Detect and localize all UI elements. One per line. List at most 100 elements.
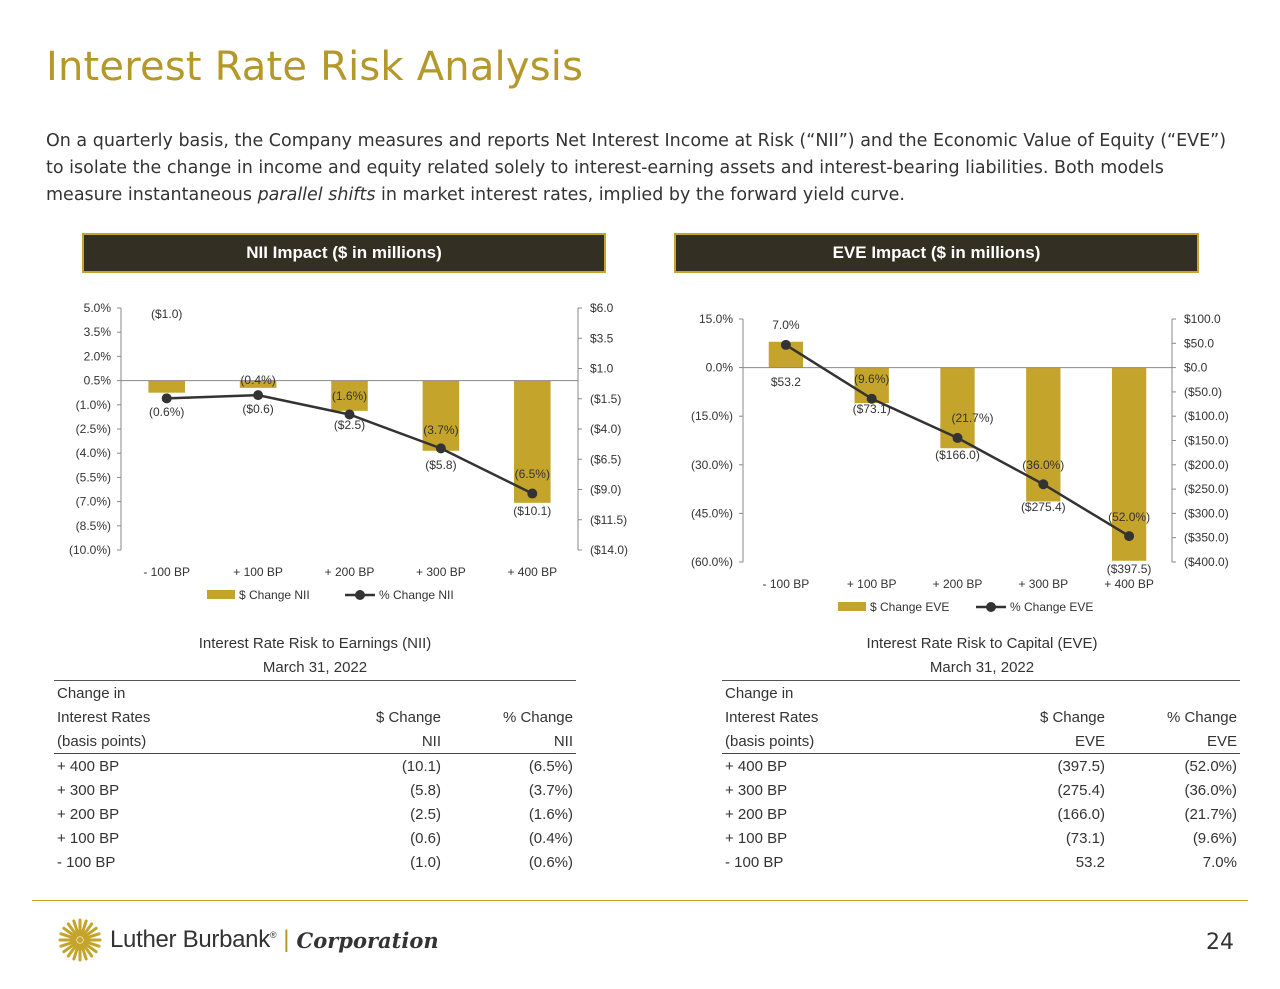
nii-header-row: Interest Rates $ Change % Change: [54, 705, 576, 729]
nii-pct-point: [435, 443, 446, 454]
eve-header-cell: Interest Rates: [725, 708, 819, 726]
nii-legend-line-marker: [355, 590, 365, 600]
nii-legend-bar-swatch: [207, 590, 235, 599]
nii-table-cell: - 100 BP: [57, 853, 116, 871]
nii-header-cell: % Change: [502, 708, 573, 726]
nii-pct-label: (0.4%): [240, 373, 275, 387]
eve-left-tick-label: 0.0%: [706, 361, 734, 375]
logo-separator: |: [283, 926, 290, 953]
eve-table-cell: + 400 BP: [725, 757, 788, 775]
nii-left-tick-label: 0.5%: [84, 374, 112, 388]
eve-pct-point: [952, 432, 963, 443]
eve-header-cell: $ Change: [1039, 708, 1105, 726]
eve-right-tick-label: ($100.0): [1184, 409, 1229, 423]
nii-category-label: + 200 BP: [325, 565, 375, 579]
eve-bar-label: $53.2: [771, 375, 801, 389]
eve-pct-point: [1124, 531, 1135, 542]
nii-legend-bar-label: $ Change NII: [239, 588, 310, 602]
eve-header-cell: [1108, 680, 1240, 705]
nii-left-tick-label: (7.0%): [76, 495, 111, 509]
eve-table-cell: (36.0%): [1184, 781, 1237, 799]
eve-header-row: Change in: [722, 680, 1240, 705]
sunburst-icon: [58, 918, 102, 962]
eve-table-cell: 53.2: [1075, 853, 1105, 871]
nii-right-tick-label: $1.0: [590, 362, 614, 376]
eve-right-tick-label: ($250.0): [1184, 482, 1229, 496]
nii-table-row: + 400 BP (10.1) (6.5%): [54, 754, 576, 779]
company-logo: Luther Burbank® | Corporation: [58, 918, 439, 962]
nii-header-cell: NII: [444, 729, 576, 754]
nii-header-row: (basis points) NII NII: [54, 729, 576, 754]
eve-banner: EVE Impact ($ in millions): [674, 233, 1199, 273]
eve-table-cell: + 300 BP: [725, 781, 788, 799]
footer-rule: [32, 900, 1248, 901]
nii-legend-line-label: % Change NII: [379, 588, 454, 602]
nii-header-cell: Interest Rates: [57, 708, 151, 726]
eve-right-tick-label: ($350.0): [1184, 531, 1229, 545]
eve-bar-label: ($397.5): [1107, 562, 1152, 576]
eve-left-tick-label: 15.0%: [699, 312, 733, 326]
page-number: 24: [1206, 930, 1234, 955]
eve-table-cell: 7.0%: [1202, 853, 1237, 871]
nii-bar-label: ($2.5): [334, 418, 365, 432]
nii-chart: 5.0% 3.5% 2.0% 0.5% (1.0%) (2.5%) (4.0%) (5.5%)…: [69, 301, 628, 602]
eve-category-label: + 400 BP: [1104, 577, 1154, 591]
nii-bar: [331, 380, 368, 411]
intro-text-2: in market interest rates, implied by the…: [375, 185, 905, 205]
nii-header-cell: [284, 680, 444, 705]
nii-table-cell: + 300 BP: [57, 781, 120, 799]
logo-name-text: Luther Burbank: [110, 926, 270, 953]
nii-table-title: Interest Rate Risk to Earnings (NII): [198, 635, 432, 652]
intro-emphasis: parallel shifts: [257, 185, 376, 205]
nii-table-cell: + 200 BP: [57, 805, 120, 823]
eve-header-cell: EVE: [1108, 729, 1240, 754]
eve-pct-label: (21.7%): [951, 411, 993, 425]
nii-table: Change in Interest Rates $ Change % Change (…: [54, 680, 576, 874]
eve-legend-line-label: % Change EVE: [1010, 600, 1093, 614]
nii-left-tick-label: (10.0%): [69, 543, 111, 557]
eve-table-cell: (21.7%): [1184, 805, 1237, 823]
nii-header-cell: NII: [284, 729, 444, 754]
eve-table: Change in Interest Rates $ Change % Change (…: [722, 680, 1240, 874]
nii-banner: NII Impact ($ in millions): [82, 233, 606, 273]
nii-table-caption: Interest Rate Risk to Earnings (NII) Mar…: [55, 632, 575, 680]
nii-table-row: + 100 BP (0.6) (0.4%): [54, 826, 576, 850]
nii-table-cell: (1.0): [410, 853, 441, 871]
eve-header-cell: [952, 680, 1108, 705]
nii-header-cell: $ Change: [375, 708, 441, 726]
eve-table-caption: Interest Rate Risk to Capital (EVE) Marc…: [722, 632, 1242, 680]
intro-text-1: On a quarterly basis, the Company measur…: [46, 131, 1227, 205]
nii-right-tick-label: ($4.0): [590, 422, 621, 436]
eve-legend-bar-label: $ Change EVE: [870, 600, 949, 614]
eve-left-tick-label: (60.0%): [691, 555, 733, 569]
nii-header-row: Change in: [54, 680, 576, 705]
nii-pct-point: [527, 488, 538, 499]
nii-table-cell: (6.5%): [528, 757, 573, 775]
nii-bar-label: ($10.1): [513, 504, 551, 518]
nii-bar-label: ($5.8): [425, 458, 456, 472]
nii-table-cell: (1.6%): [528, 805, 573, 823]
eve-header-cell: % Change: [1166, 708, 1237, 726]
nii-table-row: - 100 BP (1.0) (0.6%): [54, 850, 576, 874]
eve-table-row: + 200 BP (166.0) (21.7%): [722, 802, 1240, 826]
eve-header-row: (basis points) EVE EVE: [722, 729, 1240, 754]
nii-pct-label: (3.7%): [423, 423, 458, 437]
eve-left-tick-label: (15.0%): [691, 409, 733, 423]
nii-right-tick-label: ($11.5): [590, 513, 627, 527]
eve-pct-point: [780, 339, 791, 350]
nii-pct-point: [344, 409, 355, 420]
nii-pct-point: [253, 390, 264, 401]
nii-right-tick-label: ($14.0): [590, 543, 628, 557]
nii-table-cell: + 400 BP: [57, 757, 120, 775]
eve-table-cell: + 200 BP: [725, 805, 788, 823]
nii-bar: [239, 380, 277, 388]
nii-table-date: March 31, 2022: [262, 659, 368, 676]
eve-right-tick-label: $100.0: [1184, 312, 1221, 326]
nii-pct-point: [161, 393, 172, 404]
eve-bar-label: ($166.0): [935, 448, 980, 462]
eve-table-cell: + 100 BP: [725, 829, 788, 847]
eve-pct-point: [1038, 479, 1049, 490]
eve-legend-line-marker: [986, 602, 996, 612]
eve-category-label: + 300 BP: [1018, 577, 1068, 591]
eve-pct-label: (36.0%): [1022, 458, 1064, 472]
